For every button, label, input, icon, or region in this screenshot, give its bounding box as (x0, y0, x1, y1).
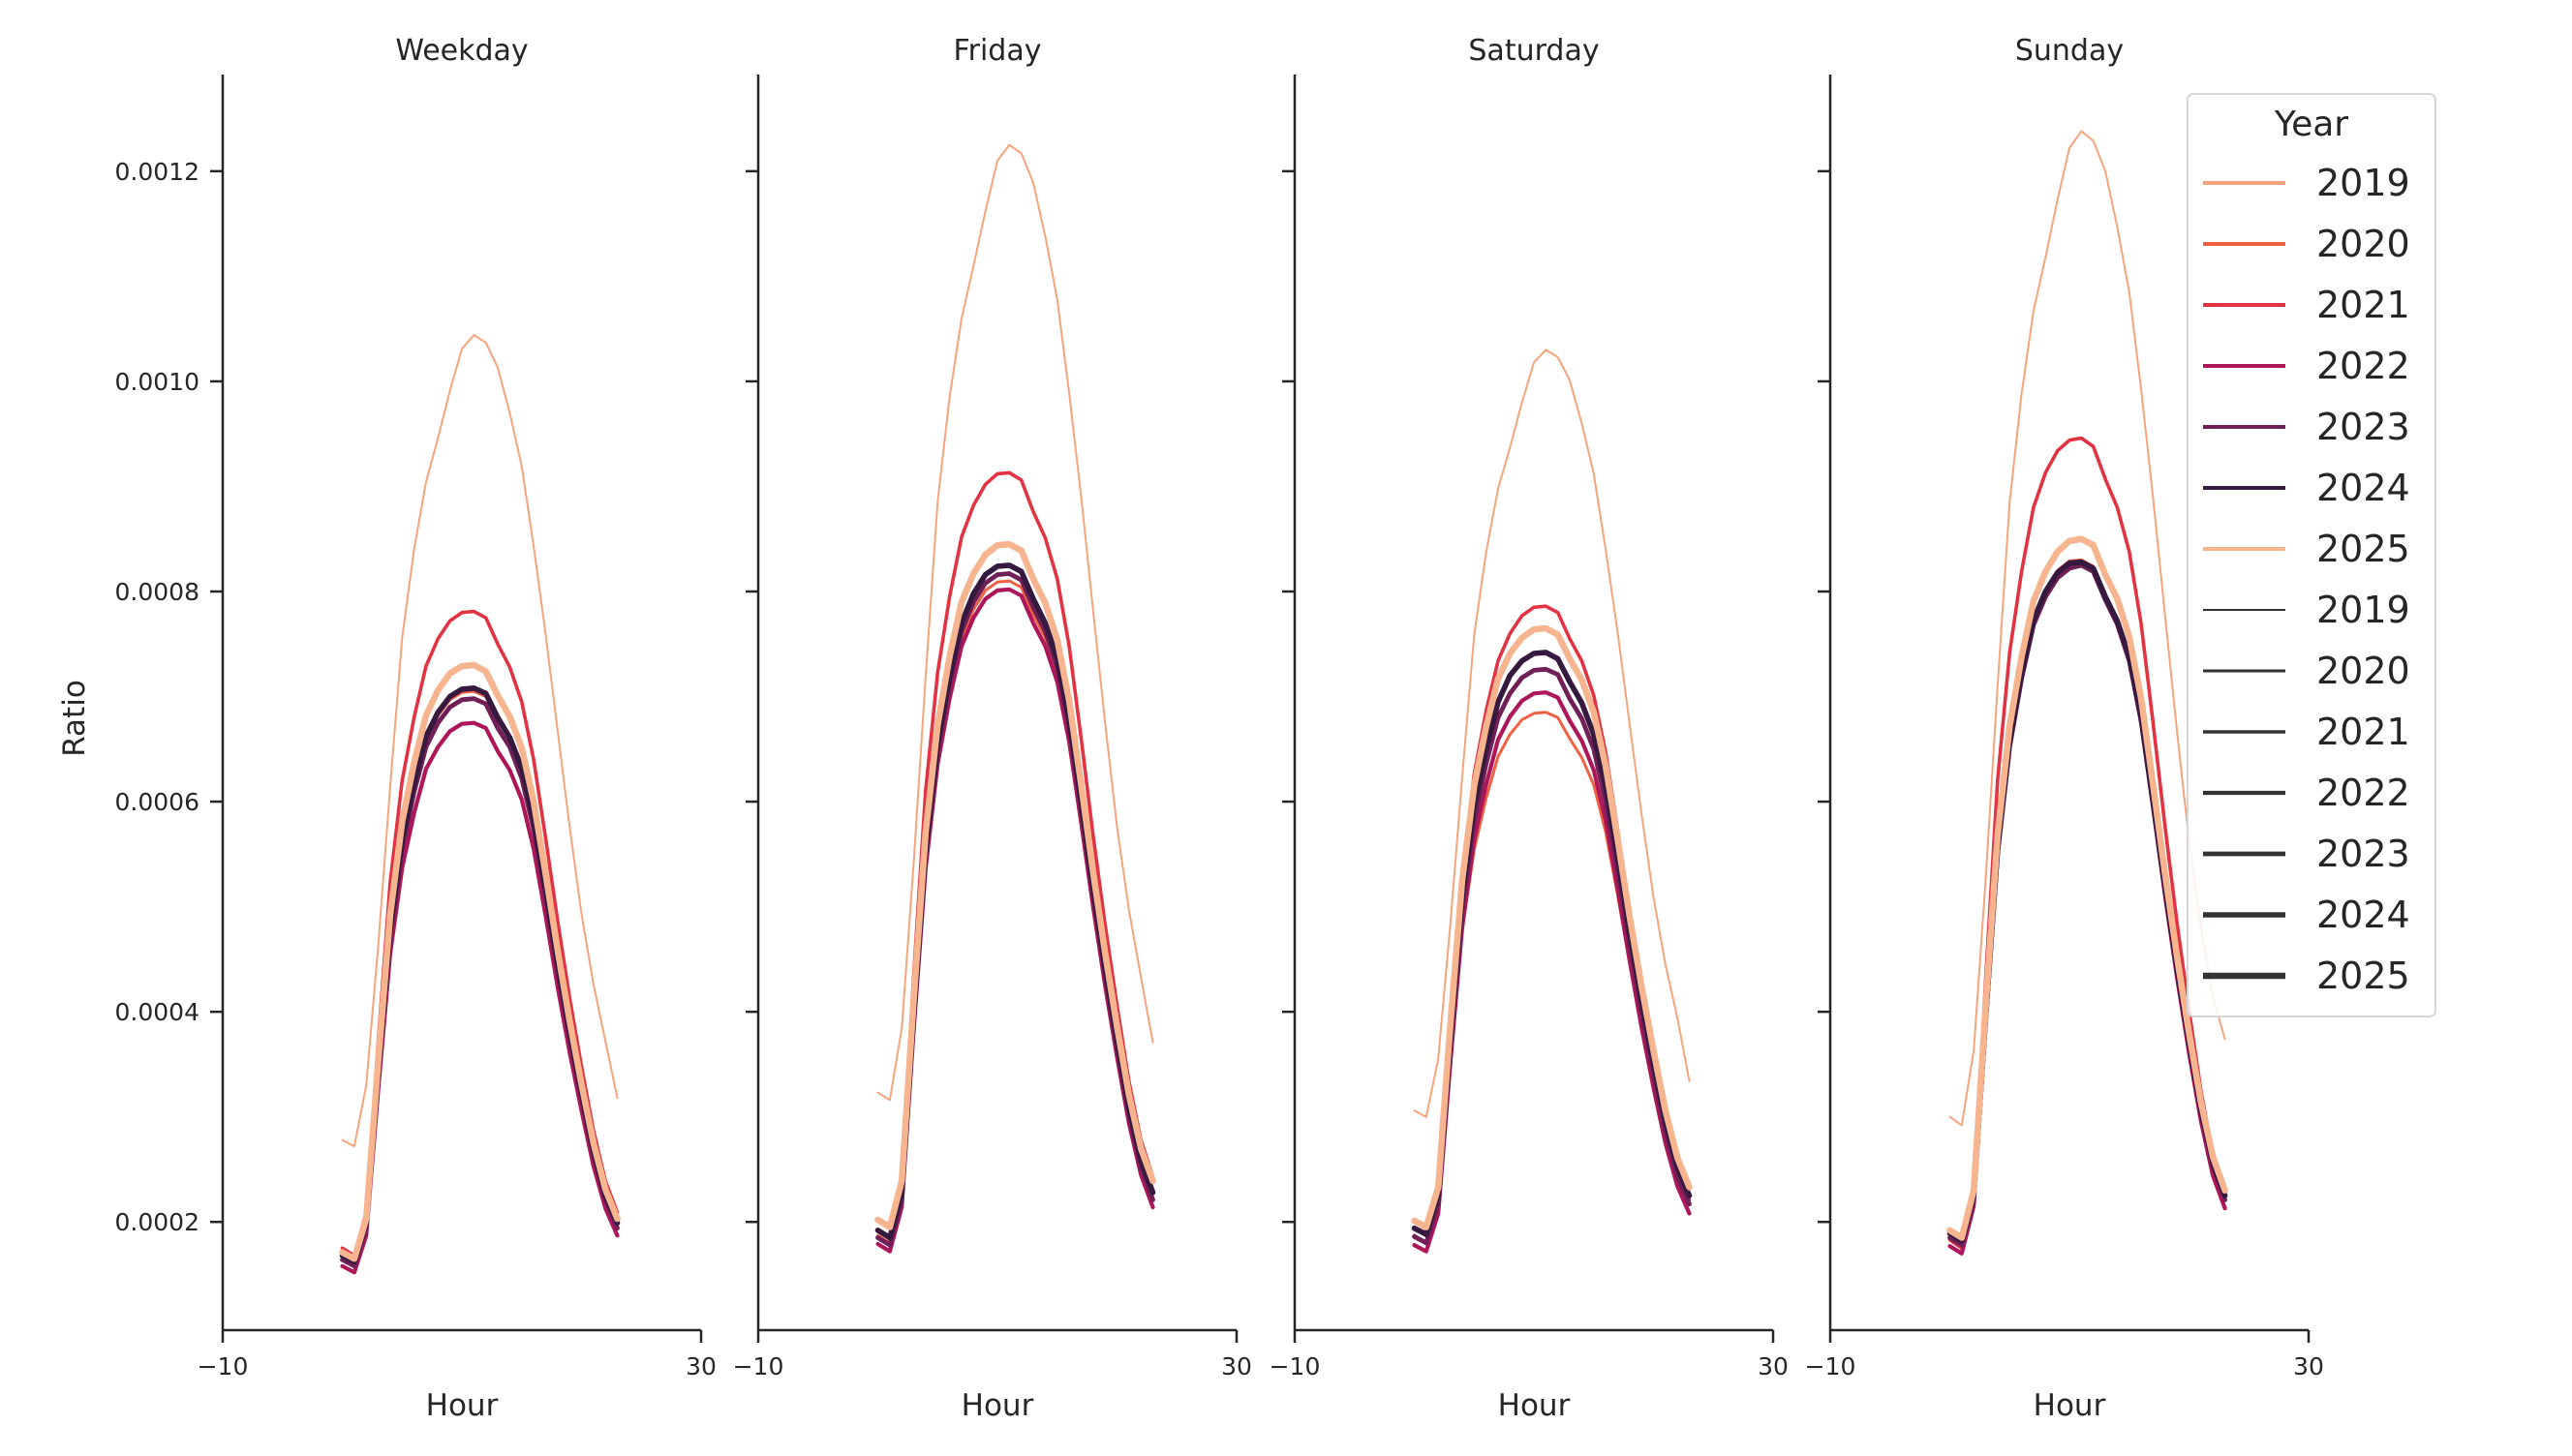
panel-saturday: Saturday −10 30 Hour (1270, 34, 1789, 1423)
legend-hue-label: 2025 (2316, 528, 2410, 570)
legend-size-label: 2024 (2316, 894, 2410, 936)
series-line-2025 (874, 540, 1156, 1230)
x-tick-label: −10 (1805, 1352, 1856, 1380)
series-line-2019 (1948, 130, 2226, 1127)
x-axis-label: Hour (1498, 1388, 1571, 1423)
legend-size-label: 2022 (2316, 772, 2410, 814)
legend-hue-label: 2023 (2316, 406, 2410, 448)
panel-weekday: Weekday 0.0002 0.0004 0.0006 0.0008 0.0010 0.0… (57, 34, 717, 1423)
panel-title: Saturday (1468, 34, 1599, 68)
y-tick-label: 0.0010 (115, 368, 199, 396)
series-line-2025 (1411, 624, 1693, 1230)
x-tick-label: −10 (733, 1352, 784, 1380)
legend-hue-label: 2021 (2316, 284, 2410, 326)
legend-size-label: 2025 (2316, 955, 2410, 997)
y-axis-label: Ratio (57, 680, 92, 757)
x-tick-label: −10 (198, 1352, 249, 1380)
series-line-2025 (1946, 535, 2228, 1241)
panel-title: Weekday (395, 34, 528, 68)
x-tick-label: 30 (2293, 1352, 2324, 1380)
x-axis-label: Hour (2034, 1388, 2106, 1423)
legend-hue-label: 2019 (2316, 162, 2410, 204)
y-tick-label: 0.0008 (115, 578, 199, 606)
series-line-2019 (876, 143, 1154, 1102)
y-tick-label: 0.0006 (115, 788, 199, 816)
panel-friday: Friday −10 30 Hour (733, 34, 1252, 1423)
x-tick-label: −10 (1270, 1352, 1321, 1380)
legend-box (2187, 93, 2436, 1017)
legend-title: Year (2274, 105, 2348, 144)
panel-title: Friday (954, 34, 1042, 68)
series-line-2019 (341, 334, 619, 1148)
series-line-2021 (340, 609, 620, 1258)
x-tick-label: 30 (1758, 1352, 1789, 1380)
legend-hue-label: 2020 (2316, 223, 2410, 265)
series-line-2021 (875, 470, 1155, 1229)
legend-size-label: 2020 (2316, 650, 2410, 692)
legend-size-label: 2019 (2316, 589, 2410, 631)
x-axis-label: Hour (962, 1388, 1034, 1423)
x-axis-label: Hour (426, 1388, 499, 1423)
series-line-2021 (1947, 436, 2227, 1251)
panel-sunday: Sunday −10 30 Hour (1805, 34, 2324, 1423)
panel-title: Sunday (2015, 34, 2124, 68)
legend-hue-label: 2024 (2316, 467, 2410, 509)
x-tick-label: 30 (686, 1352, 717, 1380)
y-tick-label: 0.0004 (115, 998, 199, 1026)
legend-size-label: 2021 (2316, 711, 2410, 753)
y-tick-label: 0.0012 (115, 158, 199, 186)
x-tick-label: 30 (1221, 1352, 1252, 1380)
series-line-2025 (339, 661, 621, 1262)
legend: Year 2019 2020 2021 2022 2023 2024 2025 2019 2020… (2187, 93, 2436, 1017)
series-line-2019 (1413, 349, 1691, 1118)
y-tick-label: 0.0002 (115, 1208, 199, 1236)
legend-size-label: 2023 (2316, 833, 2410, 875)
legend-hue-label: 2022 (2316, 345, 2410, 387)
